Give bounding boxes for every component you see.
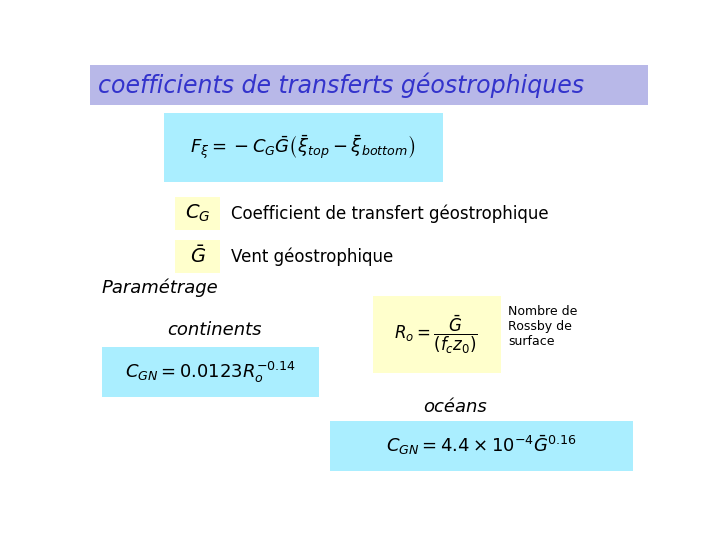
Text: océans: océans: [423, 399, 487, 416]
Text: $C_{GN} = 4.4 \times 10^{-4} \bar{G}^{0.16}$: $C_{GN} = 4.4 \times 10^{-4} \bar{G}^{0.…: [386, 434, 577, 457]
FancyBboxPatch shape: [163, 112, 443, 182]
Text: Nombre de
Rossby de
surface: Nombre de Rossby de surface: [508, 305, 578, 348]
Text: Vent géostrophique: Vent géostrophique: [231, 247, 393, 266]
Text: $C_{GN} = 0.0123 R_o^{-0.14}$: $C_{GN} = 0.0123 R_o^{-0.14}$: [125, 360, 296, 384]
FancyBboxPatch shape: [175, 197, 220, 230]
Text: coefficients de transferts géostrophiques: coefficients de transferts géostrophique…: [98, 72, 584, 98]
Text: $C_G$: $C_G$: [185, 202, 210, 224]
Text: Coefficient de transfert géostrophique: Coefficient de transfert géostrophique: [231, 204, 549, 222]
Text: $\bar{G}$: $\bar{G}$: [189, 246, 206, 267]
FancyBboxPatch shape: [175, 240, 220, 273]
Text: $R_o = \dfrac{\bar{G}}{(f_c z_0)}$: $R_o = \dfrac{\bar{G}}{(f_c z_0)}$: [395, 313, 478, 356]
Text: $F_{\xi} = -C_G \bar{G} \left( \bar{\xi}_{top} - \bar{\xi}_{bottom} \right)$: $F_{\xi} = -C_G \bar{G} \left( \bar{\xi}…: [191, 133, 415, 161]
FancyBboxPatch shape: [90, 65, 648, 105]
FancyBboxPatch shape: [102, 347, 319, 397]
FancyBboxPatch shape: [373, 296, 500, 373]
Text: continents: continents: [168, 321, 262, 340]
FancyBboxPatch shape: [330, 421, 632, 470]
Text: Paramétrage: Paramétrage: [102, 279, 218, 298]
